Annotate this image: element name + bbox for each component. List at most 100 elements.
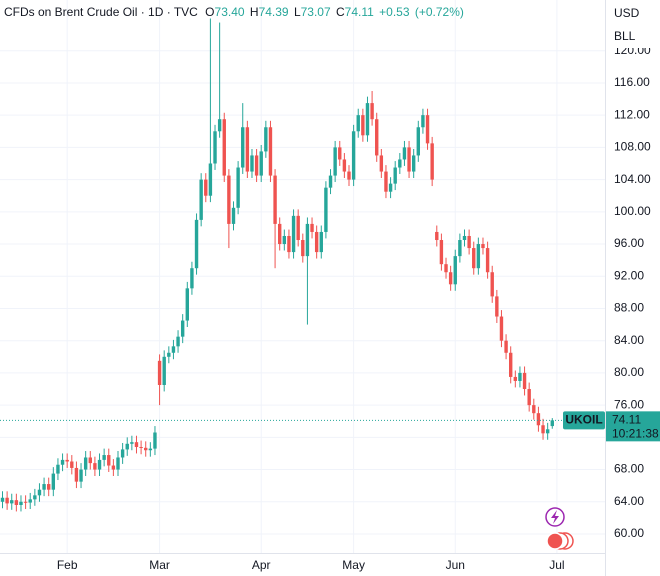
candle [338, 140, 342, 166]
candle [536, 406, 541, 432]
candle-body [416, 127, 420, 156]
candle [116, 451, 120, 477]
candle-body [97, 459, 102, 470]
candle-body [37, 489, 42, 496]
candle-body [509, 352, 513, 377]
candle [407, 140, 411, 178]
candle-body [227, 175, 231, 224]
candle [513, 370, 518, 388]
candle-body [411, 155, 416, 172]
candle-body [264, 127, 268, 152]
candle [522, 366, 527, 396]
candle-body [120, 449, 125, 458]
candle-body [393, 167, 397, 184]
candle [162, 350, 166, 392]
candle-body [481, 244, 485, 249]
candle [430, 136, 434, 187]
candle [241, 103, 245, 174]
candle-body [107, 455, 111, 466]
candle-body [541, 425, 545, 434]
candle [509, 346, 513, 384]
candle-body [217, 119, 222, 132]
candle [545, 422, 550, 440]
change: +0.53 [379, 5, 410, 19]
candle [287, 229, 291, 259]
icon[interactable] [546, 532, 564, 550]
candle-body [472, 248, 476, 269]
candle [120, 442, 125, 464]
candle [370, 91, 374, 126]
candle-body [130, 442, 134, 444]
candle-body [370, 103, 374, 120]
candle-body [167, 352, 171, 357]
candle [213, 124, 217, 170]
candle-body [93, 463, 97, 470]
candle-body [301, 240, 305, 257]
candle-body [328, 175, 333, 188]
candle [130, 435, 134, 451]
candle-body [259, 151, 263, 176]
candle-body [425, 115, 430, 144]
ohlc-label: H [250, 5, 259, 19]
candle [0, 491, 5, 509]
candle-body [550, 420, 554, 427]
candle [167, 346, 171, 364]
candle [259, 144, 263, 183]
candle [291, 209, 296, 259]
currency[interactable]: USD [614, 6, 640, 20]
candle [458, 233, 462, 263]
candle [60, 453, 65, 472]
candle-body [250, 155, 254, 172]
candle [411, 149, 416, 178]
candle [467, 229, 471, 255]
countdown: 10:21:38 [612, 427, 659, 441]
candle-body [513, 376, 518, 381]
candle-body [430, 143, 434, 180]
candle-body [273, 175, 277, 224]
candle-body [384, 171, 388, 192]
y-tick-label: 64.00 [614, 494, 644, 508]
candle-body [116, 457, 120, 470]
candle [79, 463, 83, 489]
candle [217, 22, 222, 138]
candle [532, 398, 536, 420]
unit-panel [606, 0, 660, 48]
candle [361, 108, 365, 142]
candle-body [79, 469, 83, 482]
candle [541, 418, 545, 440]
candle [227, 169, 231, 249]
candle [153, 426, 157, 456]
x-tick-label: Jul [549, 558, 564, 572]
candle [472, 241, 476, 275]
candle-body [268, 127, 273, 176]
candle [305, 217, 310, 325]
candle [139, 440, 143, 455]
candle-body [402, 147, 407, 160]
candle-body [222, 119, 226, 176]
candle-body [102, 455, 106, 460]
y-tick-label: 96.00 [614, 236, 644, 250]
candle [97, 453, 102, 477]
candle [157, 354, 162, 406]
candle-body [14, 500, 19, 505]
candle-body [291, 215, 296, 253]
candle-body [213, 131, 217, 164]
candle-body [180, 320, 185, 337]
candle [231, 201, 236, 231]
candle-body [361, 115, 365, 136]
candle-body [365, 103, 370, 136]
y-tick-label: 88.00 [614, 301, 644, 315]
candle-body [342, 159, 347, 172]
candle-body [23, 501, 28, 503]
candle-body [435, 231, 439, 241]
candle-body [111, 465, 116, 470]
unit[interactable]: BLL [614, 29, 636, 43]
plot [0, 0, 605, 553]
symbol-box [563, 411, 605, 430]
candle-body [74, 467, 79, 482]
candle [365, 96, 370, 142]
candle-body [19, 501, 23, 505]
event-icons[interactable] [545, 507, 574, 550]
candle-body [10, 500, 14, 504]
candle [495, 289, 499, 323]
